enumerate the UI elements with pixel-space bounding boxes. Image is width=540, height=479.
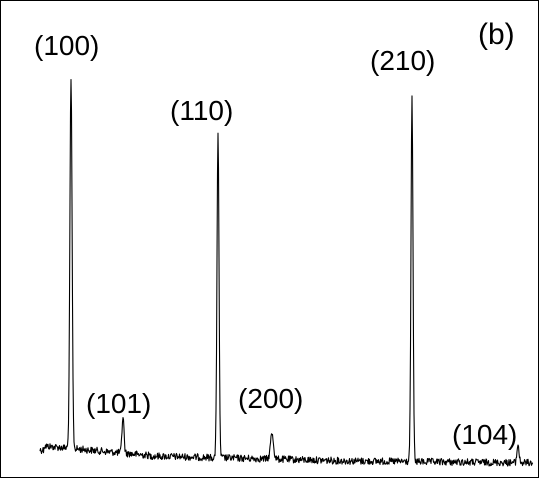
peak-label-200: (200): [238, 383, 303, 414]
peak-label-101: (101): [86, 388, 151, 419]
diffraction-trace: [39, 79, 534, 467]
peak-label-104: (104): [452, 419, 517, 450]
peak-labels: (100) (101) (110) (200) (210) (104): [34, 30, 517, 450]
peak-label-110: (110): [170, 95, 233, 126]
panel-label: (b): [478, 18, 515, 51]
peak-label-100: (100): [34, 30, 99, 61]
peak-label-210: (210): [370, 45, 435, 76]
